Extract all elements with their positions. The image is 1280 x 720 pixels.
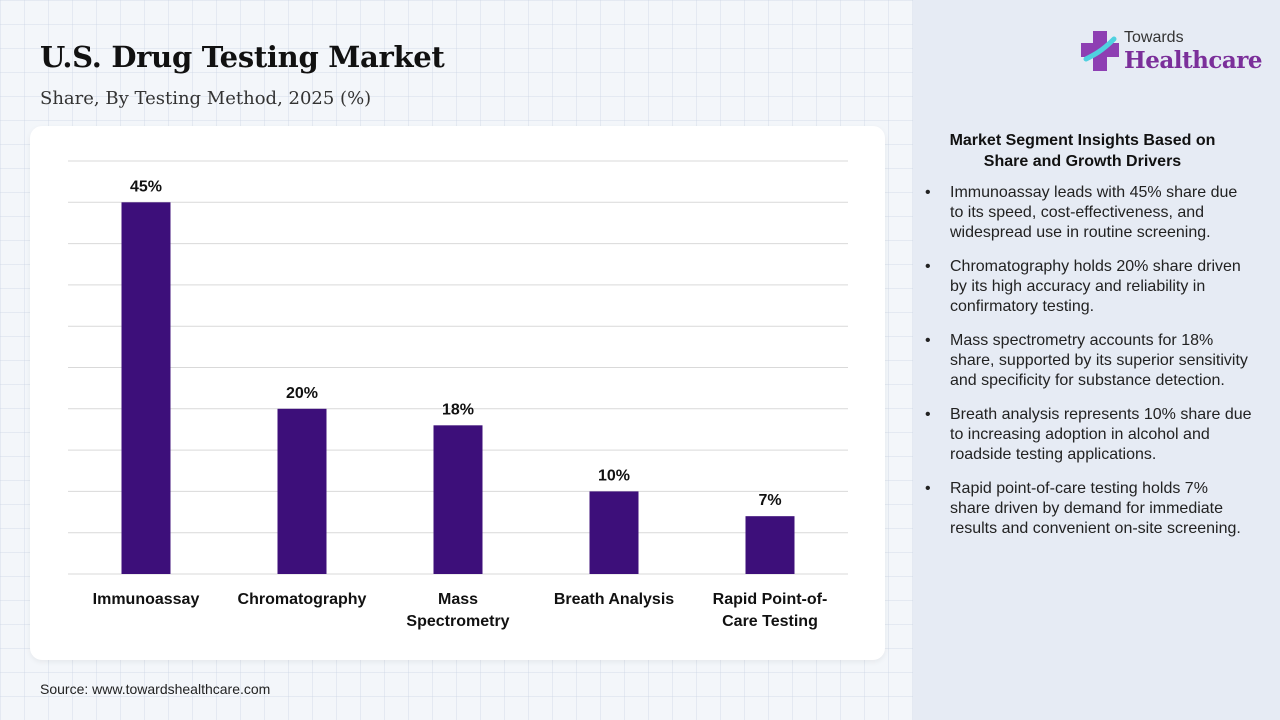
bullet-icon: •	[925, 258, 931, 275]
bar-chart: 45% 20% 18% 10% 7% Immunoassay Chromatography…	[68, 160, 848, 630]
bar	[589, 491, 639, 574]
category-label: Breath Analysis	[554, 591, 674, 608]
insight-item: • Chromatography holds 20% share driven b…	[922, 257, 1252, 317]
category-label: Mass	[438, 591, 478, 608]
logo-text-towards: Towards	[1124, 29, 1184, 46]
insight-item: • Rapid point-of-care testing holds 7% sh…	[922, 479, 1252, 539]
bullet-icon: •	[925, 406, 931, 423]
insight-text: Rapid point-of-care testing holds 7% sha…	[950, 480, 1241, 537]
insight-item: • Breath analysis represents 10% share du…	[922, 405, 1252, 465]
insight-text: Mass spectrometry accounts for 18% share…	[950, 332, 1248, 389]
bar	[433, 425, 483, 574]
data-label: 10%	[598, 467, 630, 484]
category-label: Spectrometry	[406, 613, 509, 630]
medical-cross-icon	[1081, 31, 1119, 71]
chart-card: 45% 20% 18% 10% 7% Immunoassay Chromatography…	[30, 126, 885, 660]
insights-heading-line-1: Market Segment Insights Based on	[949, 132, 1216, 149]
category-label: Immunoassay	[93, 591, 200, 608]
category-label: Rapid Point-of-	[713, 591, 828, 608]
data-label: 18%	[442, 401, 474, 418]
insights-list: • Immunoassay leads with 45% share due to…	[922, 183, 1252, 553]
bullet-icon: •	[925, 332, 931, 349]
insights-panel	[913, 0, 1280, 720]
data-label: 7%	[758, 492, 781, 509]
brand-logo: Towards Healthcare	[1080, 27, 1263, 79]
bar	[745, 516, 795, 574]
data-label: 45%	[130, 178, 162, 195]
insight-item: • Mass spectrometry accounts for 18% shar…	[922, 331, 1252, 391]
bar	[277, 408, 327, 574]
page-subtitle: Share, By Testing Method, 2025 (%)	[40, 88, 372, 109]
insight-item: • Immunoassay leads with 45% share due to…	[922, 183, 1252, 243]
page-title: U.S. Drug Testing Market	[40, 40, 445, 74]
bullet-icon: •	[925, 184, 931, 201]
category-label: Care Testing	[722, 613, 818, 630]
category-label: Chromatography	[238, 591, 367, 608]
insight-text: Breath analysis represents 10% share due…	[950, 406, 1252, 463]
bar	[121, 202, 171, 575]
source-note: Source: www.towardshealthcare.com	[40, 681, 271, 697]
logo-text-healthcare: Healthcare	[1124, 47, 1263, 74]
insight-text: Chromatography holds 20% share driven by…	[950, 258, 1241, 315]
insights-heading: Market Segment Insights Based on Share a…	[930, 130, 1235, 172]
insight-text: Immunoassay leads with 45% share due to …	[950, 184, 1238, 241]
bullet-icon: •	[925, 480, 931, 497]
data-label: 20%	[286, 385, 318, 402]
insights-heading-line-2: Share and Growth Drivers	[983, 153, 1182, 170]
